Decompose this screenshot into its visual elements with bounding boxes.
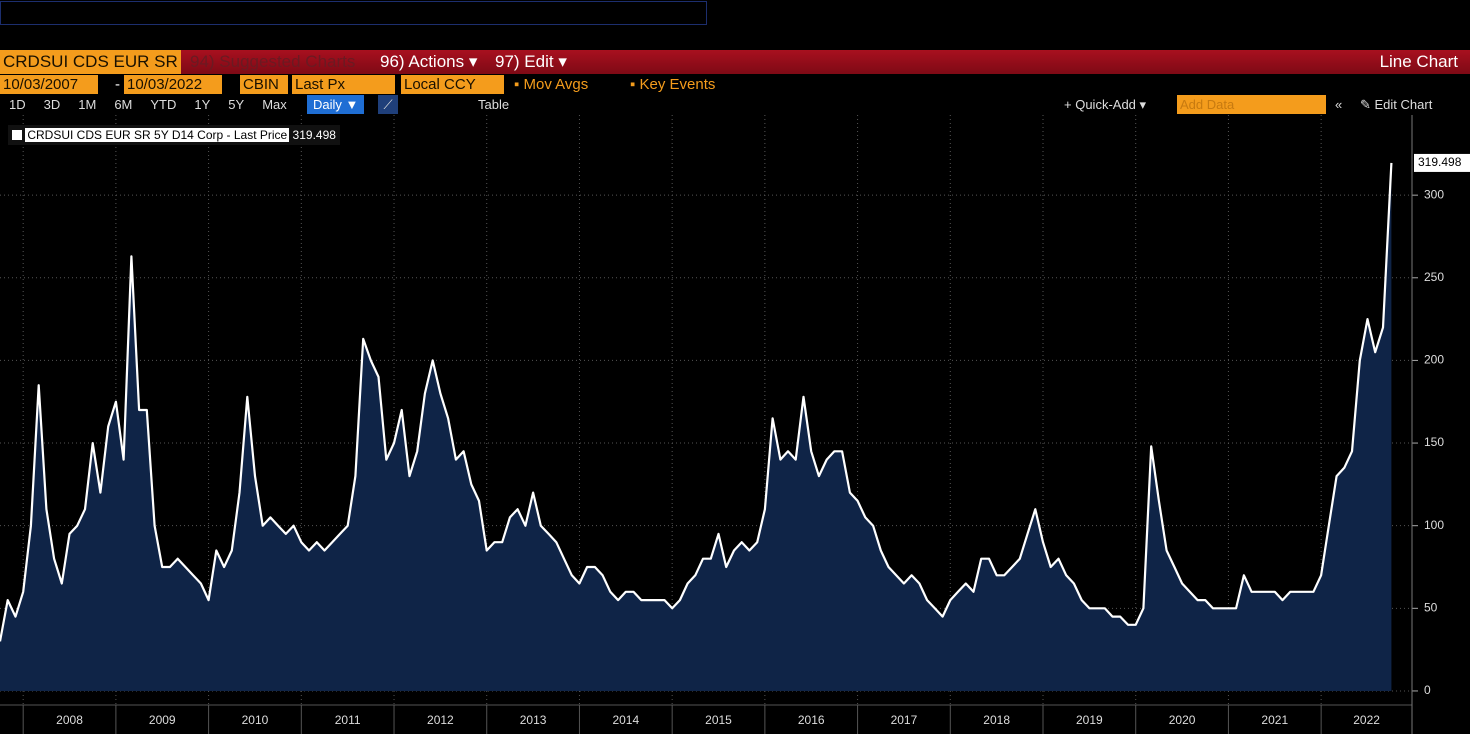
x-tick-label: 2011 [335, 713, 361, 727]
label: 97) Edit [495, 52, 554, 71]
x-tick-label: 2009 [149, 713, 176, 727]
y-tick-label: 250 [1424, 270, 1444, 284]
period-button[interactable]: Max [262, 97, 287, 112]
x-tick-label: 2010 [242, 713, 269, 727]
x-tick-label: 2022 [1353, 713, 1380, 727]
x-tick-label: 2015 [705, 713, 732, 727]
label: Daily [313, 97, 342, 112]
legend: CRDSUI CDS EUR SR 5Y D14 Corp - Last Pri… [8, 125, 340, 145]
frequency[interactable]: Daily ▼ [307, 95, 365, 114]
legend-swatch [12, 130, 22, 140]
period-button[interactable]: 1D [9, 97, 26, 112]
start-date[interactable]: 10/03/2007 [0, 75, 98, 94]
currency[interactable]: Local CCY [401, 75, 504, 94]
security[interactable]: CRDSUI CDS EUR SR [0, 50, 181, 74]
label: Key Events [639, 76, 716, 93]
edit-menu[interactable]: 97) Edit ▾ [495, 52, 567, 71]
collapse[interactable]: « [1335, 97, 1343, 112]
chart: 0 50 100 150 200 250 300 2008 2009 2010 2011 2012 20… [0, 115, 1470, 734]
period-button[interactable]: 1M [78, 97, 97, 112]
label: Mov Avgs [523, 76, 589, 93]
x-tick-label: 2014 [612, 713, 639, 727]
actions-menu[interactable]: 96) Actions ▾ [380, 52, 478, 71]
y-tick-label: 0 [1424, 683, 1431, 697]
field[interactable]: Last Px [292, 75, 395, 94]
y-tick-label: 150 [1424, 435, 1444, 449]
x-tick-label: 2020 [1169, 713, 1196, 727]
add-data[interactable]: Add Data [1177, 95, 1326, 114]
title-bar [0, 50, 1470, 74]
chart-type: Line Chart [1379, 52, 1458, 71]
x-tick-label: 2013 [520, 713, 547, 727]
y-tick-label: 50 [1424, 600, 1438, 614]
y-tick-label: 300 [1424, 187, 1444, 201]
line-icon[interactable]: ⟋ [378, 95, 398, 114]
quick-add[interactable]: + Quick-Add ▾ [1064, 97, 1147, 112]
label: Quick-Add [1075, 97, 1136, 112]
x-tick-label: 2017 [891, 713, 918, 727]
key-events[interactable]: ▪ Key Events [630, 76, 716, 93]
label: Edit Chart [1374, 97, 1433, 112]
x-tick-label: 2008 [56, 713, 83, 727]
x-tick-label: 2018 [983, 713, 1010, 727]
x-tick-label: 2021 [1261, 713, 1288, 727]
suggested-charts[interactable]: 94) Suggested Charts [190, 52, 356, 71]
last-value-label: 319.498 [1418, 155, 1462, 169]
end-date[interactable]: 10/03/2022 [124, 75, 222, 94]
area [0, 162, 1392, 691]
y-tick-label: 200 [1424, 353, 1444, 367]
period-button[interactable]: 1Y [194, 97, 211, 112]
x-tick-label: 2016 [798, 713, 825, 727]
legend-label: CRDSUI CDS EUR SR 5Y D14 Corp - Last Pri… [25, 128, 290, 142]
last-value-flag [1414, 153, 1470, 172]
y-tick-label: 100 [1424, 518, 1444, 532]
x-tick-label: 2012 [427, 713, 454, 727]
period-button[interactable]: 5Y [228, 97, 245, 112]
mov-avgs[interactable]: ▪ Mov Avgs [514, 76, 589, 93]
period-buttons: 1D 3D 1M 6M YTD 1Y 5Y Max [0, 95, 296, 114]
line [0, 162, 1393, 642]
source[interactable]: CBIN [240, 75, 288, 94]
x-tick-label: 2019 [1076, 713, 1103, 727]
edit-chart[interactable]: ✎ Edit Chart [1360, 97, 1433, 112]
period-button[interactable]: 3D [43, 97, 61, 112]
legend-value: 319.498 [292, 128, 336, 142]
command-line[interactable] [0, 1, 707, 25]
period-button[interactable]: 6M [114, 97, 133, 112]
period-button[interactable]: YTD [150, 97, 177, 112]
label: 96) Actions [380, 52, 465, 71]
date-separator: - [115, 76, 120, 93]
table-button[interactable]: Table [478, 97, 510, 112]
